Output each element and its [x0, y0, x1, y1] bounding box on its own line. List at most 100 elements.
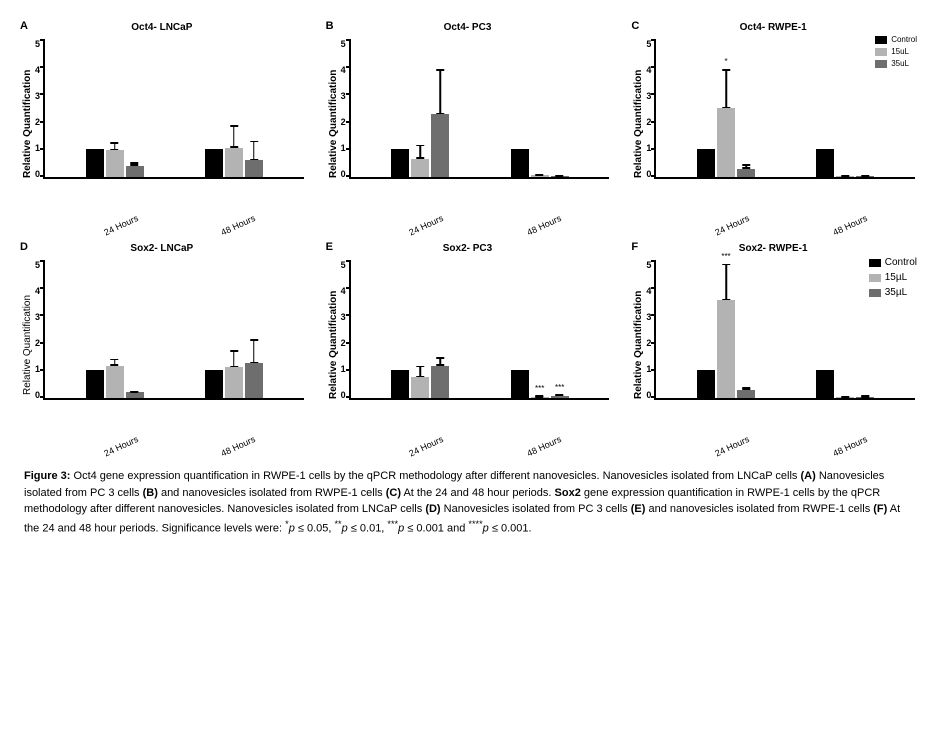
- error-bar: [134, 391, 136, 392]
- bar-groups: *: [656, 39, 915, 177]
- panel-letter: C: [631, 20, 639, 32]
- bar: [225, 367, 243, 398]
- panel-E: ESox2- PC3Relative Quantification543210*…: [326, 241, 610, 444]
- error-bar: [233, 125, 235, 147]
- chart-area: Relative Quantification543210: [20, 39, 304, 209]
- error-bar: [114, 359, 116, 366]
- bar: [697, 149, 715, 177]
- bar-group: [816, 370, 874, 398]
- bar: [697, 370, 715, 398]
- bar: [856, 397, 874, 398]
- bar-group: [816, 149, 874, 177]
- figure-caption: Figure 3: Oct4 gene expression quantific…: [20, 462, 915, 537]
- panel-letter: D: [20, 241, 28, 253]
- bar: [511, 370, 529, 398]
- panel-title: Oct4- PC3: [326, 20, 610, 33]
- panel-letter: B: [326, 20, 334, 32]
- error-bar: [420, 366, 422, 377]
- bar-group: ***: [697, 300, 755, 398]
- plot: ***: [654, 260, 915, 400]
- error-bar: [420, 145, 422, 159]
- bar: [431, 366, 449, 398]
- bar: *: [717, 108, 735, 177]
- plot: [43, 260, 304, 400]
- panel-letter: A: [20, 20, 28, 32]
- x-axis-label: 24 Hours: [408, 434, 445, 459]
- error-bar: [114, 142, 116, 150]
- y-axis-label: Relative Quantification: [20, 260, 35, 430]
- x-axis-labels: 24 Hours48 Hours: [48, 430, 304, 444]
- x-axis-label: 48 Hours: [831, 434, 868, 459]
- bar: [737, 390, 755, 398]
- error-bar: [745, 387, 747, 389]
- x-axis-label: 24 Hours: [713, 213, 750, 238]
- plot: [349, 39, 610, 179]
- bar-group: [391, 366, 449, 398]
- bar: [205, 149, 223, 177]
- bar: [411, 159, 429, 177]
- x-axis-label: 48 Hours: [526, 213, 563, 238]
- bar: [836, 176, 854, 177]
- panel-title: Sox2- PC3: [326, 241, 610, 254]
- error-bar: [725, 69, 727, 108]
- chart-area: Relative Quantification543210: [20, 260, 304, 430]
- x-axis-label: 48 Hours: [220, 434, 257, 459]
- x-axis-labels: 24 Hours48 Hours: [354, 209, 610, 223]
- bar: [816, 370, 834, 398]
- bar-groups: *** ***: [351, 260, 610, 398]
- bar-group: [205, 148, 263, 177]
- chart-area: Relative Quantification543210*: [631, 39, 915, 209]
- bar: [245, 160, 263, 177]
- error-bar: [559, 395, 561, 396]
- bar: [531, 175, 549, 177]
- bar: [225, 148, 243, 177]
- panel-D: DSox2- LNCaP Relative Quantification54321…: [20, 241, 304, 444]
- x-axis-labels: 24 Hours48 Hours: [48, 209, 304, 223]
- significance-mark: ***: [555, 383, 564, 392]
- significance-mark: *: [724, 57, 727, 66]
- bar: [245, 363, 263, 398]
- bar: [126, 166, 144, 177]
- x-axis-label: 48 Hours: [220, 213, 257, 238]
- bar: [551, 176, 569, 177]
- panel-F: FSox2- RWPE-1Control15µL35µLRelative Qua…: [631, 241, 915, 444]
- plot: *** ***: [349, 260, 610, 400]
- bar: [411, 377, 429, 398]
- bar-group: *: [697, 108, 755, 177]
- panel-B: BOct4- PC3Relative Quantification5432102…: [326, 20, 610, 223]
- x-axis-label: 48 Hours: [831, 213, 868, 238]
- bar: [737, 169, 755, 177]
- bar: [816, 149, 834, 177]
- plot: [43, 39, 304, 179]
- bar-groups: [45, 39, 304, 177]
- significance-mark: ***: [721, 252, 730, 261]
- bar: [126, 392, 144, 398]
- bar: [511, 149, 529, 177]
- bar: [391, 149, 409, 177]
- x-axis-label: 24 Hours: [713, 434, 750, 459]
- y-axis-label: Relative Quantification: [20, 39, 35, 209]
- significance-mark: ***: [535, 384, 544, 393]
- bar: [106, 366, 124, 398]
- bar-group: *** ***: [511, 370, 569, 398]
- bar-group: [511, 149, 569, 177]
- x-axis-label: 24 Hours: [102, 434, 139, 459]
- panel-C: COct4- RWPE-1Control15uL35uLRelative Qua…: [631, 20, 915, 223]
- error-bar: [725, 264, 727, 300]
- bar: [856, 176, 874, 177]
- bar-group: [86, 366, 144, 398]
- panel-title: Sox2- RWPE-1: [631, 241, 915, 254]
- panel-A: AOct4- LNCaPRelative Quantification54321…: [20, 20, 304, 223]
- error-bar: [253, 339, 255, 363]
- bar: [391, 370, 409, 398]
- error-bar: [440, 357, 442, 365]
- bar-group: [391, 114, 449, 177]
- panel-title: Oct4- RWPE-1: [631, 20, 915, 33]
- x-axis-label: 24 Hours: [102, 213, 139, 238]
- x-axis-labels: 24 Hours48 Hours: [659, 209, 915, 223]
- bar-groups: [351, 39, 610, 177]
- bar: [86, 149, 104, 177]
- panel-title: Sox2- LNCaP: [20, 241, 304, 254]
- error-bar: [440, 69, 442, 114]
- bar-groups: ***: [656, 260, 915, 398]
